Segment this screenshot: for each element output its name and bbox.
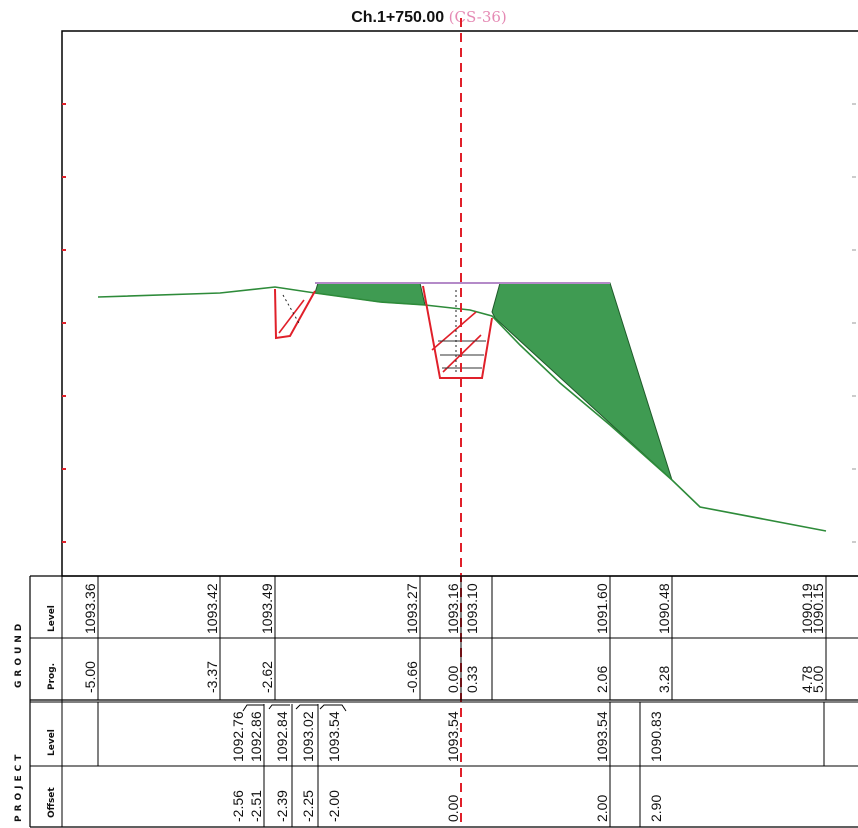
ground-prog: -3.37 — [204, 661, 220, 693]
ground-values: 1093.36 -5.00 1093.42 -3.37 1093.49 -2.6… — [82, 583, 826, 693]
fill-area-right — [491, 282, 674, 482]
ground-prog: 0.33 — [464, 666, 480, 693]
left-drain — [274, 288, 316, 340]
left-drain-dots — [282, 294, 301, 326]
ground-level: 1093.42 — [204, 583, 220, 634]
project-offset: 0.00 — [445, 795, 461, 822]
project-offset: -2.00 — [326, 790, 342, 822]
project-level: 1093.54 — [326, 711, 342, 762]
ground-prog: 4.78 — [799, 666, 815, 693]
ground-prog-label: Prog. — [47, 663, 57, 690]
project-offset: -2.56 — [230, 790, 246, 822]
project-level: 1093.54 — [594, 711, 610, 762]
project-level: 1092.86 — [248, 711, 264, 762]
ground-prog: 3.28 — [656, 666, 672, 693]
ground-level: 1093.10 — [464, 583, 480, 634]
project-offset: -2.25 — [300, 790, 316, 822]
data-table: GROUND PROJECT Level Prog. Level Offset … — [14, 575, 858, 828]
ground-level: 1091.60 — [594, 583, 610, 634]
project-level-label: Level — [47, 729, 57, 756]
section-title: Ch.1+750.00 (CS-36) — [0, 8, 858, 27]
ground-prog: 2.06 — [594, 666, 610, 693]
project-level: 1092.76 — [230, 711, 246, 762]
ground-prog: -0.66 — [404, 661, 420, 693]
section-id-label: (CS-36) — [448, 8, 507, 26]
ground-level: 1090.15 — [810, 583, 826, 634]
project-level: 1093.54 — [445, 711, 461, 762]
ground-level: 1093.49 — [259, 583, 275, 634]
project-offset-label: Offset — [47, 787, 57, 818]
project-values: 1092.76 -2.56 1092.86 -2.51 1092.84 -2.3… — [230, 711, 664, 822]
ground-level-label: Level — [47, 605, 57, 632]
project-level: 1092.84 — [274, 711, 290, 762]
ground-level: 1093.27 — [404, 583, 420, 634]
project-offset: -2.51 — [248, 790, 264, 822]
ground-prog: 5.00 — [810, 666, 826, 693]
ground-level: 1090.48 — [656, 583, 672, 634]
project-level: 1093.02 — [300, 711, 316, 762]
chainage-label: Ch.1+750.00 — [351, 9, 445, 26]
ground-line — [97, 286, 827, 532]
right-axis-ticks — [852, 103, 856, 543]
project-group-label: PROJECT — [14, 751, 24, 822]
ground-prog: -5.00 — [82, 661, 98, 693]
project-offset: 2.00 — [594, 795, 610, 822]
ground-group-label: GROUND — [14, 620, 24, 688]
project-offset: -2.39 — [274, 790, 290, 822]
project-level: 1090.83 — [648, 711, 664, 762]
ground-level: 1090.19 — [799, 583, 815, 634]
ground-level: 1093.16 — [445, 583, 461, 634]
ground-prog: -2.62 — [259, 661, 275, 693]
ground-prog: 0.00 — [445, 666, 461, 693]
project-column-dividers — [242, 702, 641, 827]
ground-column-dividers — [97, 576, 827, 700]
ground-level: 1093.36 — [82, 583, 98, 634]
central-trench — [422, 285, 493, 379]
fill-area-left — [314, 282, 426, 306]
left-axis-ticks — [62, 103, 66, 543]
project-offset: 2.90 — [648, 795, 664, 822]
